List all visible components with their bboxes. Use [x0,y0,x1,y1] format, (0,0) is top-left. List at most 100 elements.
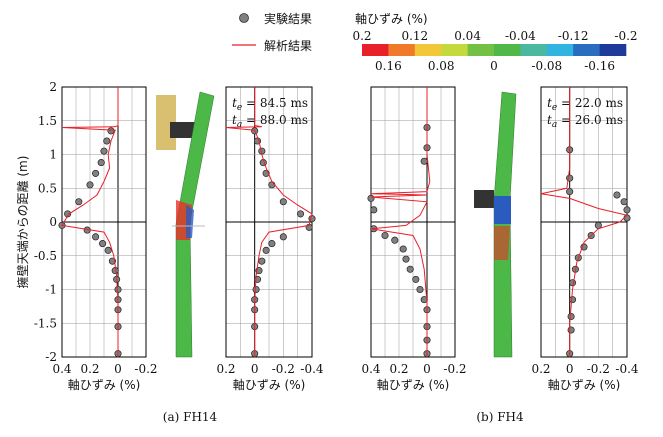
y-tick-label: -1.5 [34,316,57,330]
experiment-point [400,246,406,252]
colorbar-title: 軸ひずみ (%) [355,12,428,26]
experiment-point [568,313,574,319]
x-tick-label: -0.2 [272,362,295,376]
x-tick-label: 0.2 [216,362,235,376]
x-tick-label: -0.4 [615,362,639,376]
colorbar-swatch [415,44,442,56]
experiment-point [263,247,269,253]
panel: 0.4 0.2 0 -0.2 2 1.5 1 0.5 0 -0.5 -1 -1.5 -2 軸ひずみ (%)… [15,80,158,392]
experiment-point [371,207,377,213]
column-image-fh14 [150,88,220,358]
column-image-fh4 [474,88,538,358]
experiment-point [259,258,265,264]
experiment-point [253,286,259,292]
y-tick-label: -0.5 [34,249,57,263]
annotation-text: = 26.0 ms [557,113,623,127]
experiment-point [280,199,286,205]
colorbar-tick-label: -0.12 [558,29,589,43]
colorbar-swatch [600,44,627,56]
panel: 0.4 0.2 0 -0.2 軸ひずみ (%) [361,87,466,392]
y-tick-label: -2 [45,350,57,364]
colorbar-swatch [547,44,574,56]
colorbar-swatch [362,44,389,56]
experiment-point [614,192,620,198]
caption: (a) FH14 [163,410,218,424]
annotation-text: = 84.5 ms [242,96,308,110]
experiment-point [115,286,121,292]
experiment-point [99,240,105,246]
y-tick-label: -1 [45,283,57,297]
experiment-point [254,276,260,282]
y-axis-label: 擁壁天端からの距離 (m) [15,156,30,289]
experiment-point [108,128,114,134]
x-tick-label: 0.4 [52,362,71,376]
colorbar-swatch [468,44,495,56]
experiment-point [569,280,575,286]
legend-marker [240,14,249,23]
legend-label: 解析結果 [264,39,312,53]
x-tick-label: -0.2 [134,362,157,376]
colorbar-tick-label: 0 [490,59,498,73]
experiment-point [569,296,575,302]
colorbar-tick-label: 0.2 [352,29,371,43]
colorbar-tick-label: 0.16 [375,59,402,73]
experiment-point [413,276,419,282]
legend-label: 実験結果 [264,11,312,26]
x-tick-label: 0 [114,362,122,376]
colorbar-swatch [494,44,521,56]
annotation-text: = 88.0 ms [242,113,308,127]
experiment-point [568,327,574,333]
colorbar-tick-label: -0.16 [584,59,615,73]
experiment-point [101,148,107,154]
colorbar-tick-label: -0.04 [505,29,536,43]
experiment-point [92,234,98,240]
experiment-point [105,247,111,253]
x-axis-label: 軸ひずみ (%) [377,378,450,392]
experiment-point [624,207,630,213]
y-tick-label: 1 [49,148,57,162]
x-axis-label: 軸ひずみ (%) [548,378,621,392]
experiment-point [104,138,110,144]
experiment-point [382,232,388,238]
experiment-point [403,256,409,262]
experiment-point [421,158,427,164]
x-tick-label: -0.2 [587,362,610,376]
panel: 0.20-0.2-0.4軸ひずみ (%)te = 84.5 msta = 88.… [216,87,323,392]
x-tick-label: 0.2 [389,362,408,376]
colorbar-tick-label: -0.2 [614,29,637,43]
panel: 0.20-0.2-0.4軸ひずみ (%)te = 22.0 msta = 26.… [531,87,638,392]
experiment-point [269,240,275,246]
caption: (b) FH4 [476,410,524,424]
experiment-point [92,170,98,176]
colorbar-swatch [573,44,600,56]
x-tick-label: 0 [566,362,574,376]
experiment-point [566,175,572,181]
colorbar-swatch [520,44,547,56]
y-tick-label: 1.5 [38,114,57,128]
x-axis-label: 軸ひずみ (%) [68,378,141,392]
colorbar-tick-label: 0.08 [428,59,455,73]
experiment-point [368,195,374,201]
x-tick-label: 0.2 [531,362,550,376]
experiment-point [566,188,572,194]
y-tick-label: 0.5 [38,181,57,195]
colorbar-swatch [388,44,415,56]
x-tick-label: 0 [423,362,431,376]
experiment-point [87,182,93,188]
y-tick-label: 2 [49,80,57,94]
experiment-point [297,211,303,217]
colorbar-tick-label: -0.08 [531,59,562,73]
x-tick-label: 0.4 [361,362,380,376]
colorbar-tick-label: 0.04 [454,29,481,43]
colorbar-tick-label: 0.12 [401,29,428,43]
x-tick-label: -0.4 [300,362,324,376]
experiment-point [417,286,423,292]
experiment-point [98,159,104,165]
figure: 実験結果解析結果軸ひずみ (%)0.20.160.120.080.040-0.0… [0,0,663,437]
experiment-point [76,199,82,205]
x-tick-label: 0.2 [80,362,99,376]
x-tick-label: -0.2 [443,362,466,376]
y-tick-label: 0 [49,215,57,229]
x-axis-label: 軸ひずみ (%) [233,378,306,392]
x-tick-label: 0 [251,362,259,376]
